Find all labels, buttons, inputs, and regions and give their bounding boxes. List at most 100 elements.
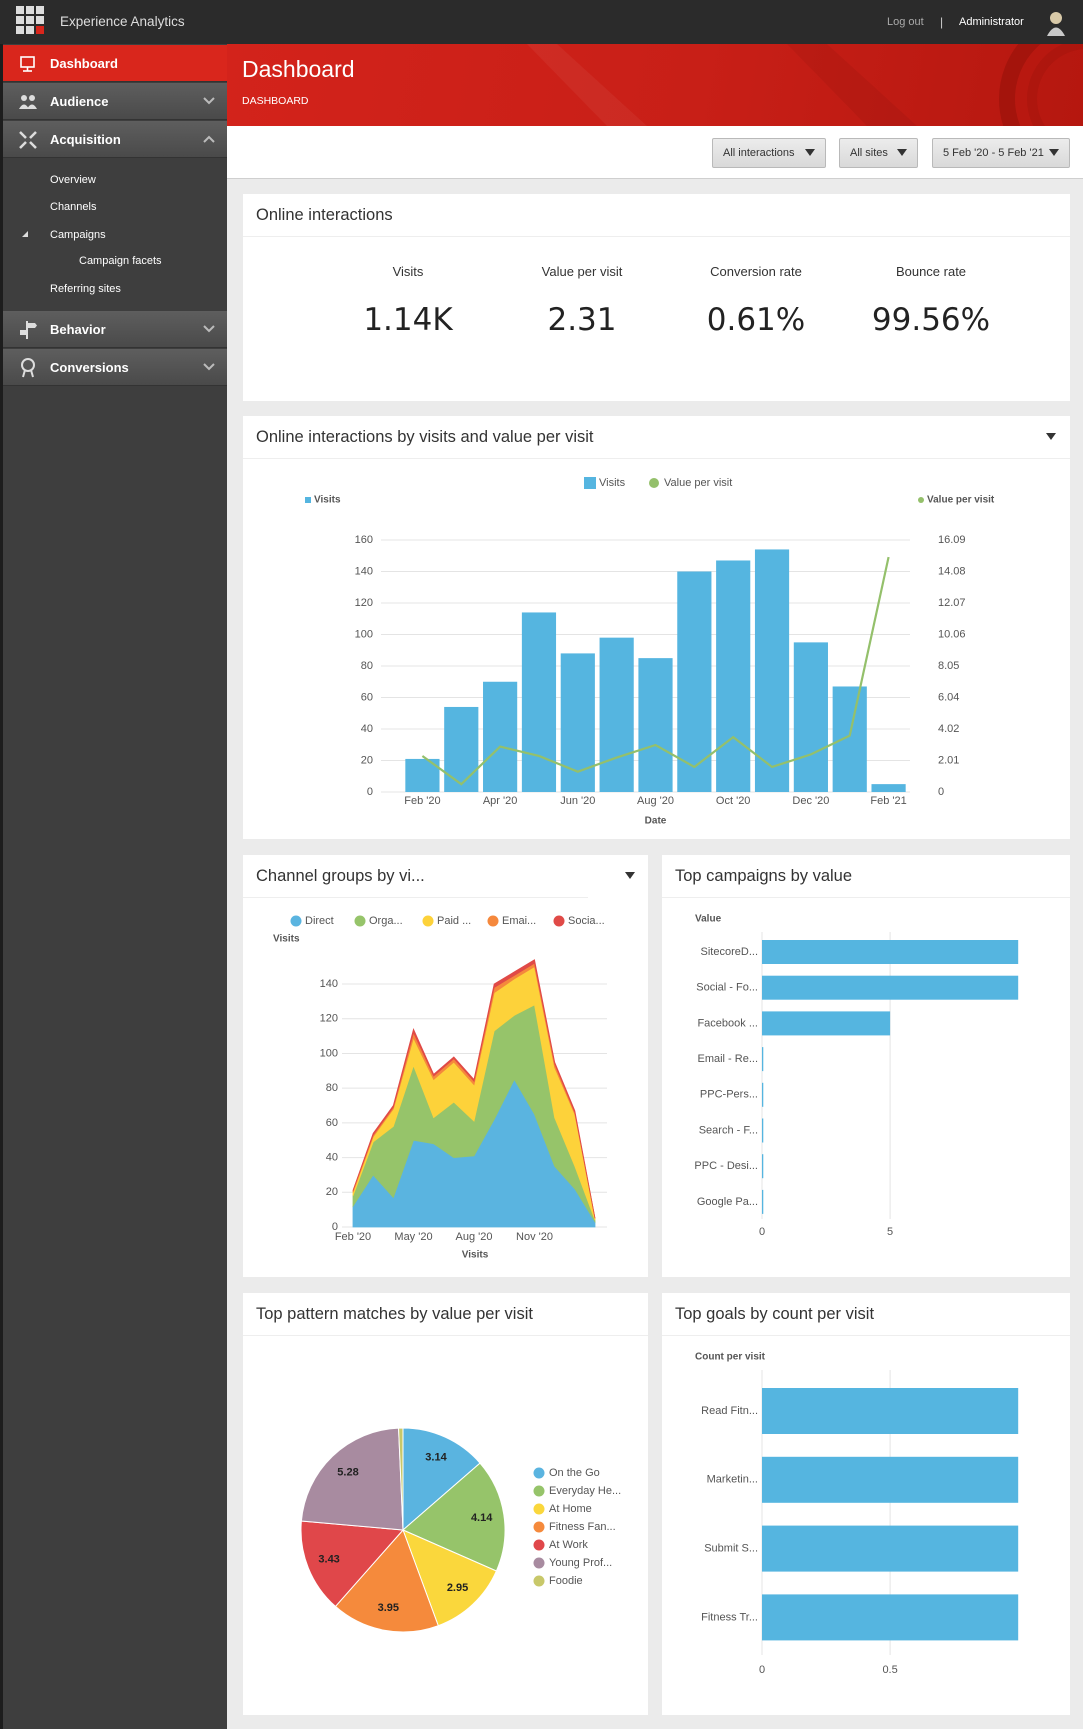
- legend-label: Everyday He...: [549, 1485, 621, 1497]
- axis-title: Count per visit: [695, 1352, 766, 1363]
- y-tick-label: 100: [320, 1047, 338, 1059]
- y-tick-label: Marketin...: [707, 1474, 758, 1486]
- y-tick-label: 20: [326, 1186, 338, 1198]
- panel-title: Online interactions by visits and value …: [243, 416, 1070, 459]
- y-tick-label: 40: [326, 1151, 338, 1163]
- chart: 0 20 40 60 80 100 120 140 Feb '20 May '20 Aug '20 N…: [273, 872, 635, 1261]
- user-avatar[interactable]: [1045, 9, 1067, 37]
- sidebar: Dashboard Audience Acquisition Overview …: [0, 44, 227, 1729]
- x-tick-label: 0: [759, 1664, 765, 1676]
- y-tick-label: 40: [361, 723, 373, 735]
- x-tick-label: May '20: [394, 1231, 432, 1243]
- bar: [599, 637, 634, 792]
- y-tick-label: Read Fitn...: [701, 1405, 758, 1417]
- filter-sites[interactable]: All sites: [839, 138, 918, 168]
- bar: [754, 549, 790, 792]
- panel-menu[interactable]: [1046, 433, 1056, 440]
- legend-marker: [533, 1575, 545, 1587]
- x-tick-label: Dec '20: [792, 795, 829, 807]
- nav-audience[interactable]: Audience: [3, 83, 227, 120]
- bar: [762, 1047, 764, 1072]
- legend-label: Fitness Fan...: [549, 1521, 616, 1533]
- nav-acquisition[interactable]: Acquisition: [3, 121, 227, 158]
- page-title: Dashboard: [242, 56, 355, 82]
- pie-slice: [398, 1427, 404, 1531]
- y-tick-label: Submit S...: [704, 1543, 758, 1555]
- y2-tick-label: 16.09: [938, 534, 966, 546]
- chart-panel: 0 20 40 60 80 100 120 140 Feb '20 May '20 Aug '20 N…: [243, 855, 648, 1277]
- data-label: 2.95: [447, 1582, 468, 1594]
- panel-menu[interactable]: [625, 872, 635, 879]
- bar: [762, 1388, 1019, 1434]
- legend-label: Socia...: [568, 915, 605, 927]
- y-tick-label: 140: [320, 978, 338, 990]
- x-axis-title: Date: [645, 816, 667, 827]
- kpi-value: 0.61%: [706, 302, 806, 338]
- kpi-value: 1.14K: [363, 302, 453, 338]
- legend-marker: [487, 915, 499, 927]
- y-tick-label: 100: [355, 628, 373, 640]
- header-decoration: [527, 44, 1083, 126]
- app-title: Experience Analytics: [60, 14, 185, 29]
- pie-slice: [334, 1529, 439, 1633]
- y-tick-label: Search - F...: [699, 1124, 758, 1136]
- kpi-value: 99.56%: [871, 302, 991, 338]
- y2-axis-title: Value per visit: [927, 495, 995, 506]
- nav-subitem[interactable]: Channels: [50, 201, 97, 213]
- legend-marker: [533, 1521, 545, 1533]
- pie-slice: [300, 1520, 405, 1608]
- breadcrumb[interactable]: DASHBOARD: [242, 95, 309, 107]
- x-tick-label: Aug '20: [637, 795, 674, 807]
- x-tick-label: 5: [887, 1226, 893, 1238]
- y-tick-label: SitecoreD...: [701, 946, 758, 958]
- y-tick-label: 80: [326, 1082, 338, 1094]
- nav-behavior[interactable]: Behavior: [3, 311, 227, 348]
- y-tick-label: 60: [361, 691, 373, 703]
- nav-label: Audience: [50, 94, 109, 109]
- nav-subitem[interactable]: Campaign facets: [79, 255, 162, 267]
- chart: 3.14 On the Go 4.14 Everyday He... 2.95 At Ho…: [300, 1427, 621, 1633]
- legend-marker: [354, 915, 366, 927]
- filter-date[interactable]: 5 Feb '20 - 5 Feb '21: [932, 138, 1070, 168]
- user-name[interactable]: Administrator: [959, 16, 1024, 28]
- nav-subitem[interactable]: Overview: [50, 174, 96, 186]
- logout-link[interactable]: Log out: [887, 16, 924, 28]
- y2-tick-label: 2.01: [938, 754, 959, 766]
- chevron: [203, 363, 215, 371]
- filter-label: All sites: [850, 147, 888, 159]
- x-tick-label: Oct '20: [716, 795, 751, 807]
- area: [352, 959, 596, 1219]
- filter-interactions[interactable]: All interactions: [712, 138, 826, 168]
- y-tick-label: 0: [367, 786, 373, 798]
- y-tick-label: Social - Fo...: [696, 982, 758, 994]
- bar: [832, 686, 867, 792]
- bar: [762, 1525, 1019, 1572]
- chart: 0 20 40 60 80 100 120 140 160 0 2.01 4.02 6.04 8.05 10…: [305, 433, 1056, 827]
- nav-label: Acquisition: [50, 132, 121, 147]
- nav-subitem[interactable]: Referring sites: [50, 283, 121, 295]
- nav-conversions[interactable]: Conversions: [3, 349, 227, 386]
- icon: [19, 131, 37, 149]
- legend-label: Young Prof...: [549, 1557, 612, 1569]
- nav-subitem[interactable]: Campaigns: [50, 229, 106, 241]
- x-tick-label: Aug '20: [456, 1231, 493, 1243]
- nav-dashboard[interactable]: Dashboard: [3, 45, 227, 82]
- expand-arrow: [22, 231, 28, 237]
- bar: [483, 681, 518, 792]
- top-bar: Experience Analytics Log out | Administr…: [0, 0, 1083, 44]
- y-tick-label: Fitness Tr...: [701, 1611, 758, 1623]
- bar: [638, 658, 673, 792]
- legend-marker: [290, 915, 302, 927]
- x-tick-label: Apr '20: [483, 795, 518, 807]
- panel-title: Channel groups by vi...: [243, 855, 588, 898]
- icon: [19, 95, 37, 109]
- y-tick-label: 80: [361, 660, 373, 672]
- y2-tick-label: 8.05: [938, 660, 959, 672]
- nav-label: Conversions: [50, 360, 129, 375]
- bar: [521, 612, 557, 792]
- y-tick-label: PPC - Desi...: [694, 1160, 758, 1172]
- x-tick-label: 0: [759, 1226, 765, 1238]
- filter-label: 5 Feb '20 - 5 Feb '21: [943, 147, 1044, 159]
- legend-marker: [533, 1485, 545, 1497]
- kpi-panel: Online interactions Visits 1.14K Value p…: [243, 194, 1070, 401]
